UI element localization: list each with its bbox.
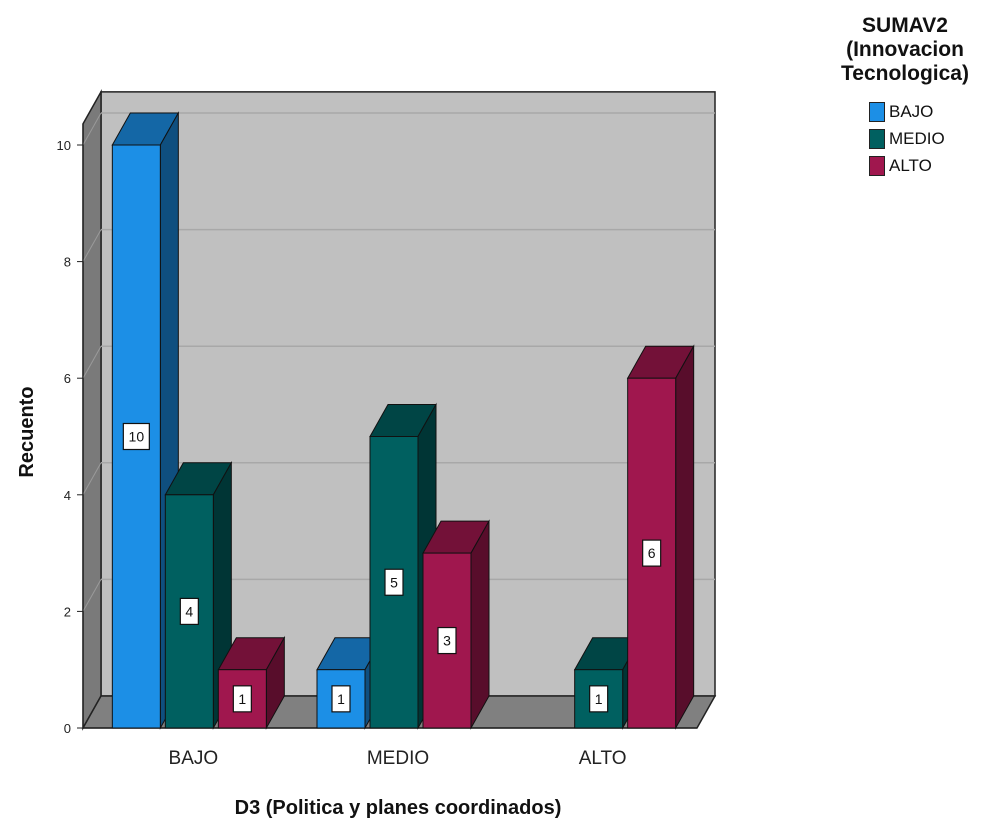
data-label-box xyxy=(122,422,150,451)
bars xyxy=(111,111,695,730)
data-label-box xyxy=(331,685,351,713)
legend-swatch xyxy=(869,155,885,176)
data-labels: 10 4 1 1 5 3 1 6 xyxy=(122,422,662,713)
data-label-text: 3 xyxy=(443,633,451,649)
legend-label: MEDIO xyxy=(889,128,945,148)
legend-label: ALTO xyxy=(889,155,932,175)
data-label-text: 1 xyxy=(337,691,345,707)
y-tick-label: 2 xyxy=(64,604,71,619)
data-label: 1 xyxy=(232,685,252,713)
data-label: 4 xyxy=(179,597,199,626)
bar-bajo-alto xyxy=(217,635,286,730)
data-label: 6 xyxy=(642,539,662,567)
data-label: 1 xyxy=(589,685,609,713)
y-tick-label: 10 xyxy=(57,138,71,153)
x-axis-categories: BAJO MEDIO ALTO xyxy=(169,748,627,769)
data-label-text: 4 xyxy=(185,603,193,619)
data-label-box xyxy=(589,685,609,713)
x-category-label: MEDIO xyxy=(367,748,429,769)
x-category-label: BAJO xyxy=(169,748,219,769)
x-axis-title: D3 (Politica y planes coordinados) xyxy=(235,797,562,819)
side-wall xyxy=(82,88,102,731)
gridline-side xyxy=(82,345,102,379)
data-label-box xyxy=(384,568,404,596)
y-tick-label: 8 xyxy=(64,255,71,270)
gridline-side xyxy=(82,229,102,262)
y-tick-label: 0 xyxy=(64,721,71,736)
bar-medio-medio xyxy=(369,402,437,730)
legend: SUMAV2 (Innovacion Tecnologica) BAJO MEDI… xyxy=(825,14,985,179)
legend-item: ALTO xyxy=(869,152,985,179)
data-label: 5 xyxy=(384,568,404,596)
legend-label: BAJO xyxy=(889,101,934,121)
data-label-box xyxy=(437,626,457,655)
data-label-text: 1 xyxy=(238,691,246,707)
gridline-side xyxy=(82,579,102,612)
data-label: 3 xyxy=(437,626,457,655)
data-label-box xyxy=(232,685,252,713)
data-label: 10 xyxy=(122,422,150,451)
gridline-side xyxy=(82,112,102,146)
bar-side xyxy=(675,344,695,730)
data-label-box xyxy=(179,597,199,626)
y-tick-label: 4 xyxy=(64,488,71,503)
y-axis-title: Recuento xyxy=(16,386,38,477)
data-label: 1 xyxy=(331,685,351,713)
legend-swatch xyxy=(869,101,885,122)
data-label-text: 5 xyxy=(390,574,398,590)
data-label-box xyxy=(642,539,662,567)
gridline-side xyxy=(82,462,102,496)
bar-alto-alto xyxy=(626,344,695,730)
bar-side xyxy=(470,519,490,730)
data-label-text: 10 xyxy=(129,429,145,445)
data-label-text: 6 xyxy=(648,545,656,561)
legend-title: SUMAV2 (Innovacion Tecnologica) xyxy=(841,14,969,85)
legend-swatch xyxy=(869,128,885,149)
bar-front xyxy=(627,377,677,729)
data-label-text: 1 xyxy=(595,691,603,707)
legend-item: BAJO xyxy=(869,98,985,125)
x-category-label: ALTO xyxy=(579,748,627,769)
legend-item: MEDIO xyxy=(869,125,985,152)
bar-medio-alto xyxy=(422,519,490,730)
y-tick-label: 6 xyxy=(64,371,71,386)
legend-items: BAJO MEDIO ALTO xyxy=(825,98,985,179)
